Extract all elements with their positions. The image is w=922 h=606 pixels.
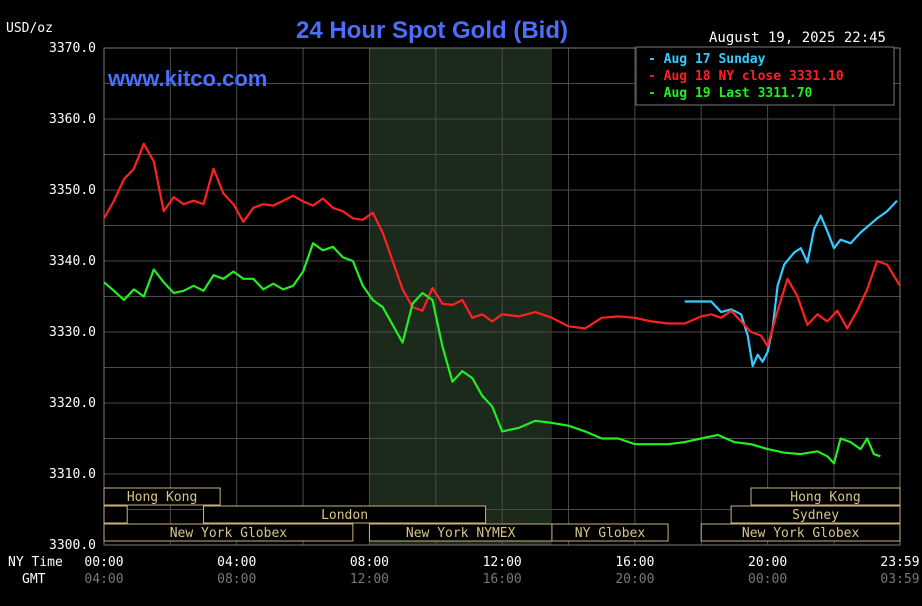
market-sessions: Hong Kong London New York Globex New York N… bbox=[103, 487, 901, 542]
chart-title: 24 Hour Spot Gold (Bid) bbox=[296, 17, 568, 44]
session-label: Hong Kong bbox=[790, 490, 860, 505]
price-series bbox=[103, 142, 901, 465]
y-tick-label: 3370.0 bbox=[49, 41, 96, 56]
y-tick-label: 3310.0 bbox=[49, 467, 96, 482]
ny-time-label: NY Time bbox=[8, 555, 63, 570]
session-label: New York Globex bbox=[742, 526, 860, 541]
legend: - Aug 17 Sunday - Aug 18 NY close 3331.1… bbox=[635, 46, 895, 106]
session-label: Hong Kong bbox=[127, 490, 197, 505]
legend-item-aug19: - Aug 19 Last 3311.70 bbox=[648, 86, 813, 101]
grid bbox=[103, 47, 901, 546]
ny-time-tick-label: 23:59 bbox=[880, 555, 919, 570]
ny-time-tick-label: 20:00 bbox=[748, 555, 787, 570]
y-tick-label: 3350.0 bbox=[49, 183, 96, 198]
session-bar: New York NYMEX bbox=[368, 523, 553, 542]
session-bar: London bbox=[203, 505, 487, 524]
unit-label: USD/oz bbox=[6, 21, 53, 36]
timestamp: August 19, 2025 22:45 bbox=[709, 30, 886, 46]
session-label: London bbox=[321, 508, 368, 523]
gmt-tick-label: 00:00 bbox=[748, 572, 787, 587]
gmt-tick-label: 04:00 bbox=[84, 572, 123, 587]
ny-time-tick-label: 04:00 bbox=[217, 555, 256, 570]
y-tick-label: 3300.0 bbox=[49, 538, 96, 553]
session-label: NY Globex bbox=[575, 526, 646, 541]
session-box bbox=[103, 505, 128, 524]
session-box bbox=[730, 505, 901, 524]
y-tick-label: 3320.0 bbox=[49, 396, 96, 411]
y-axis-ticks: 3370.0 3360.0 3350.0 3340.0 3330.0 3320.0 3310… bbox=[49, 41, 96, 553]
gmt-tick-label: 08:00 bbox=[217, 572, 256, 587]
legend-item-aug17: - Aug 17 Sunday bbox=[648, 52, 766, 67]
session-bar: NY Globex bbox=[551, 523, 669, 542]
session-label: Sydney bbox=[792, 508, 839, 523]
ny-time-tick-label: 16:00 bbox=[615, 555, 654, 570]
gmt-tick-label: 16:00 bbox=[483, 572, 522, 587]
session-box bbox=[551, 523, 669, 542]
ny-time-tick-label: 12:00 bbox=[483, 555, 522, 570]
ny-time-tick-label: 08:00 bbox=[350, 555, 389, 570]
watermark: www.kitco.com bbox=[107, 66, 267, 91]
session-bar bbox=[103, 505, 128, 524]
x-axis-ticks: 00:00 04:00 08:00 12:00 16:00 20:00 23:59 04:00… bbox=[84, 555, 919, 587]
gmt-label: GMT bbox=[22, 572, 46, 587]
ny-time-tick-label: 00:00 bbox=[84, 555, 123, 570]
y-tick-label: 3340.0 bbox=[49, 254, 96, 269]
gmt-tick-label: 20:00 bbox=[615, 572, 654, 587]
session-box bbox=[103, 523, 354, 542]
legend-item-aug18: - Aug 18 NY close 3331.10 bbox=[648, 69, 844, 84]
gmt-tick-label: 03:59 bbox=[880, 572, 919, 587]
y-tick-label: 3330.0 bbox=[49, 325, 96, 340]
session-label: New York Globex bbox=[170, 526, 288, 541]
session-bar: Sydney bbox=[730, 505, 901, 524]
session-bar: Hong Kong bbox=[103, 487, 221, 506]
series-line-aug19 bbox=[103, 242, 881, 465]
session-label: New York NYMEX bbox=[406, 526, 516, 541]
session-box bbox=[750, 487, 901, 506]
session-box bbox=[203, 505, 487, 524]
plot-border bbox=[103, 47, 901, 546]
session-bar: New York Globex bbox=[103, 523, 354, 542]
session-box bbox=[103, 487, 221, 506]
session-bar: Hong Kong bbox=[750, 487, 901, 506]
gmt-tick-label: 12:00 bbox=[350, 572, 389, 587]
series-line-aug17 bbox=[684, 199, 898, 368]
session-bar: New York Globex bbox=[700, 523, 901, 542]
session-box bbox=[700, 523, 901, 542]
legend-box bbox=[635, 46, 895, 106]
series-line-aug18 bbox=[103, 142, 901, 348]
y-tick-label: 3360.0 bbox=[49, 112, 96, 127]
